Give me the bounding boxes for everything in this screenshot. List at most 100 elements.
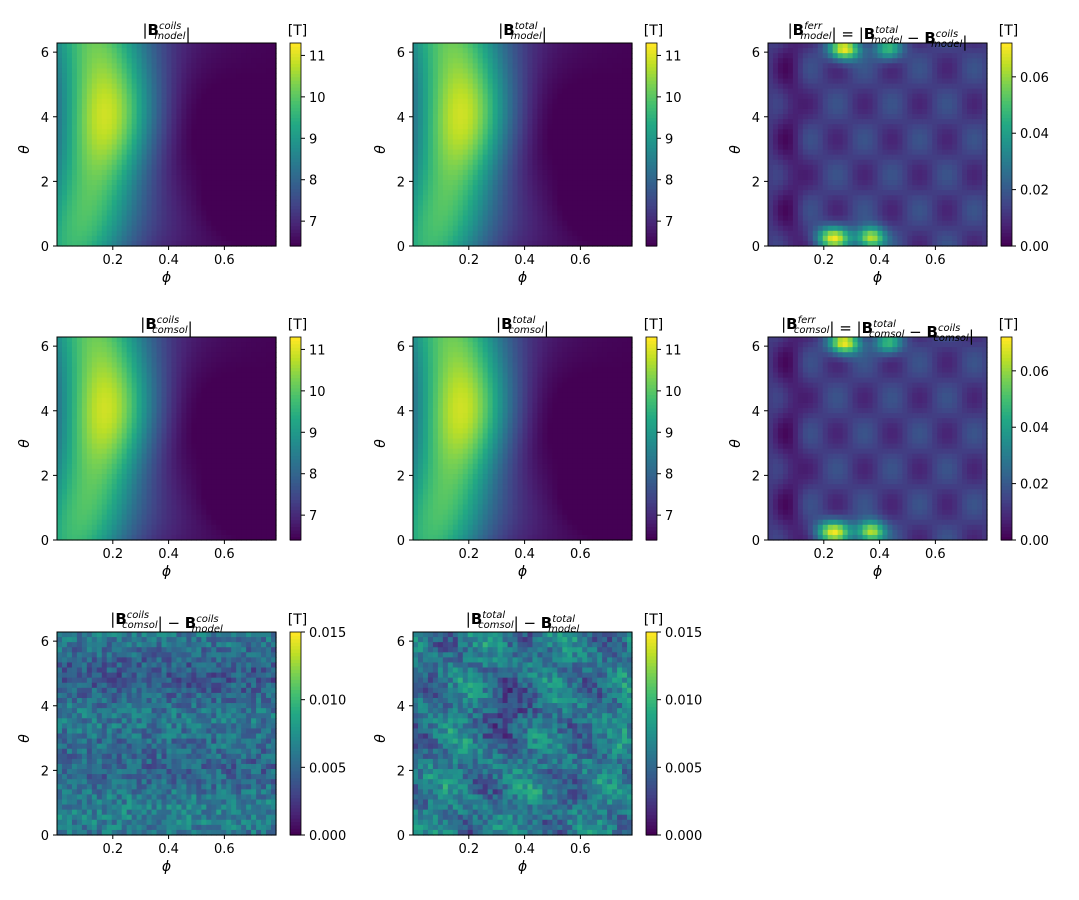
heatmap-cell bbox=[171, 195, 178, 201]
heatmap-cell bbox=[497, 200, 504, 206]
heatmap-cell bbox=[607, 230, 613, 237]
heatmap-cell bbox=[577, 210, 583, 217]
heatmap-cell bbox=[181, 93, 188, 100]
heatmap-cell bbox=[562, 108, 568, 115]
heatmap-cell bbox=[842, 215, 849, 222]
heatmap-cell bbox=[186, 93, 192, 100]
heatmap-cell bbox=[517, 230, 524, 237]
heatmap-cell bbox=[71, 88, 78, 95]
heatmap-cell bbox=[216, 43, 222, 49]
heatmap-cell bbox=[413, 98, 419, 105]
heatmap-cell bbox=[226, 134, 232, 141]
heatmap-cell bbox=[567, 205, 573, 212]
heatmap-cell bbox=[517, 124, 524, 130]
heatmap-cell bbox=[413, 68, 419, 75]
heatmap-cell bbox=[151, 215, 158, 222]
heatmap-cell bbox=[271, 129, 277, 135]
heatmap-cell bbox=[502, 134, 509, 141]
colorbar-swatch bbox=[646, 202, 657, 206]
heatmap-cell bbox=[907, 174, 913, 181]
heatmap-cell bbox=[542, 124, 548, 130]
heatmap-cell bbox=[136, 240, 143, 247]
heatmap-cell bbox=[71, 58, 78, 64]
heatmap-cell bbox=[852, 215, 859, 222]
heatmap-cell bbox=[497, 210, 504, 217]
heatmap-cell bbox=[176, 78, 183, 85]
heatmap-cell bbox=[221, 108, 227, 115]
heatmap-cell bbox=[512, 195, 519, 201]
heatmap-cell bbox=[617, 93, 623, 100]
heatmap-cell bbox=[241, 180, 247, 186]
heatmap-cell bbox=[507, 129, 514, 135]
heatmap-cell bbox=[427, 195, 434, 201]
heatmap-cell bbox=[151, 83, 158, 90]
heatmap-cell bbox=[527, 220, 534, 227]
heatmap-cell bbox=[86, 88, 93, 95]
heatmap-cell bbox=[897, 195, 903, 201]
heatmap-cell bbox=[216, 225, 222, 232]
heatmap-cell bbox=[857, 240, 864, 247]
heatmap-cell bbox=[527, 230, 534, 237]
heatmap-cell bbox=[602, 195, 608, 201]
heatmap-cell bbox=[447, 215, 454, 222]
heatmap-cell bbox=[782, 103, 789, 110]
heatmap-cell bbox=[497, 58, 504, 64]
heatmap-cell bbox=[81, 139, 88, 146]
heatmap-cell bbox=[862, 48, 869, 54]
heatmap-cell bbox=[807, 210, 814, 217]
heatmap-cell bbox=[627, 83, 633, 90]
heatmap-cell bbox=[161, 129, 168, 135]
heatmap-cell bbox=[602, 169, 608, 176]
heatmap-cell bbox=[472, 220, 479, 227]
heatmap-cell bbox=[81, 205, 88, 212]
heatmap-cell bbox=[507, 164, 514, 171]
heatmap-cell bbox=[241, 103, 247, 110]
heatmap-cell bbox=[517, 73, 524, 80]
heatmap-cell bbox=[136, 174, 143, 181]
heatmap-cell bbox=[211, 78, 217, 85]
heatmap-cell bbox=[261, 185, 267, 191]
heatmap-cell bbox=[537, 114, 544, 120]
heatmap-cell bbox=[442, 154, 449, 161]
heatmap-cell bbox=[126, 53, 133, 59]
heatmap-cell bbox=[241, 149, 247, 156]
heatmap-cell bbox=[171, 230, 178, 237]
heatmap-cell bbox=[577, 144, 583, 151]
heatmap-cell bbox=[912, 185, 918, 191]
heatmap-cell bbox=[186, 159, 192, 166]
heatmap-cell bbox=[116, 200, 123, 206]
heatmap-cell bbox=[907, 43, 913, 49]
heatmap-cell bbox=[562, 68, 568, 75]
heatmap-cell bbox=[462, 180, 469, 186]
heatmap-cell bbox=[76, 134, 83, 141]
heatmap-cell bbox=[442, 93, 449, 100]
heatmap-cell bbox=[467, 139, 474, 146]
heatmap-cell bbox=[221, 124, 227, 130]
heatmap-cell bbox=[768, 220, 774, 227]
heatmap-cell bbox=[151, 78, 158, 85]
heatmap-cell bbox=[101, 98, 108, 105]
colorbar-swatch bbox=[646, 70, 657, 75]
heatmap-cell bbox=[126, 98, 133, 105]
heatmap-cell bbox=[226, 215, 232, 222]
heatmap-cell bbox=[161, 88, 168, 95]
heatmap-cell bbox=[181, 164, 188, 171]
heatmap-cell bbox=[772, 210, 779, 217]
heatmap-cell bbox=[101, 73, 108, 80]
heatmap-cell bbox=[882, 154, 889, 161]
heatmap-cell bbox=[852, 205, 859, 212]
heatmap-cell bbox=[96, 88, 103, 95]
heatmap-cell bbox=[201, 200, 207, 206]
heatmap-cell bbox=[522, 159, 529, 166]
heatmap-cell bbox=[852, 240, 859, 247]
colorbar-swatch bbox=[290, 171, 301, 176]
heatmap-cell bbox=[211, 98, 217, 105]
heatmap-cell bbox=[417, 235, 424, 242]
heatmap-cell bbox=[487, 114, 494, 120]
heatmap-cell bbox=[413, 78, 419, 85]
heatmap-cell bbox=[792, 88, 799, 95]
heatmap-cell bbox=[852, 230, 859, 237]
heatmap-cell bbox=[241, 129, 247, 135]
heatmap-cell bbox=[627, 215, 633, 222]
heatmap-cell bbox=[797, 195, 804, 201]
